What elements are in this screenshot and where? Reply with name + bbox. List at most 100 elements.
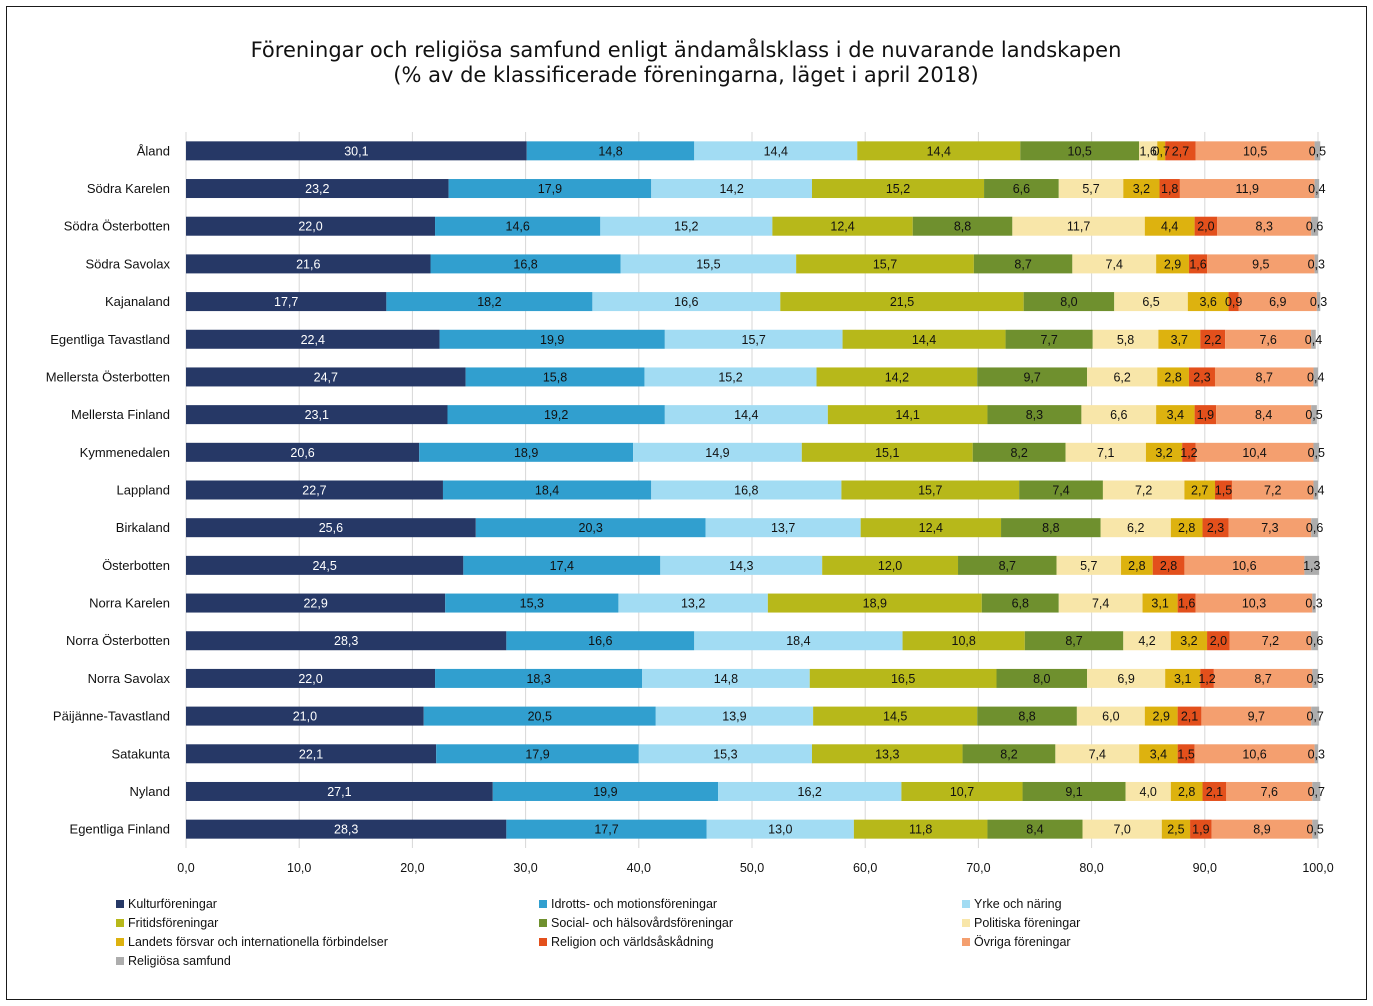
legend: Kulturföreningar Idrotts- och motionsföre… bbox=[116, 897, 1080, 968]
data-label: 22,9 bbox=[303, 597, 327, 611]
x-tick-label: 20,0 bbox=[400, 861, 424, 875]
legend-swatch bbox=[539, 919, 547, 927]
legend-swatch bbox=[116, 900, 124, 908]
data-label: 14,9 bbox=[705, 446, 729, 460]
data-label: 10,7 bbox=[950, 785, 974, 799]
data-label: 2,9 bbox=[1153, 710, 1170, 724]
bar-segment bbox=[1202, 518, 1229, 538]
bar-segment bbox=[1225, 329, 1312, 349]
data-label: 8,8 bbox=[954, 220, 971, 234]
bar-segment bbox=[186, 706, 424, 726]
bar-segment bbox=[816, 367, 978, 387]
bar-segment bbox=[796, 254, 974, 274]
bar-segment bbox=[1177, 593, 1196, 613]
legend-swatch bbox=[962, 900, 970, 908]
bar-segment bbox=[1304, 555, 1320, 575]
bar-segment bbox=[186, 442, 420, 462]
category-label: Kajanaland bbox=[105, 294, 170, 309]
bar-segment bbox=[1311, 329, 1316, 349]
data-label: 22,4 bbox=[301, 333, 325, 347]
data-label: 8,0 bbox=[1060, 295, 1077, 309]
bar-segment bbox=[1144, 706, 1178, 726]
legend-label: Kulturföreningar bbox=[128, 897, 217, 911]
chart-subtitle: (% av de klassificerade föreningarna, lä… bbox=[393, 63, 978, 87]
data-label: 9,1 bbox=[1065, 785, 1082, 799]
bar-segment bbox=[1087, 367, 1158, 387]
bar-segment bbox=[1177, 744, 1195, 764]
bar-segment bbox=[1156, 254, 1189, 274]
bar-segment bbox=[1194, 744, 1315, 764]
data-label: 27,1 bbox=[327, 785, 351, 799]
data-label: 2,3 bbox=[1193, 370, 1210, 384]
bar-segment bbox=[186, 744, 437, 764]
data-label: 23,2 bbox=[305, 182, 329, 196]
category-label: Södra Österbotten bbox=[64, 219, 170, 234]
data-label: 0,5 bbox=[1306, 672, 1323, 686]
bar-segment bbox=[996, 668, 1088, 688]
data-label: 2,8 bbox=[1164, 370, 1181, 384]
bar-segment bbox=[860, 518, 1002, 538]
bar-segment bbox=[435, 668, 643, 688]
data-label: 14,4 bbox=[927, 144, 951, 158]
data-label: 7,4 bbox=[1106, 257, 1123, 271]
bar-segment bbox=[902, 631, 1025, 651]
bar-segment bbox=[506, 631, 695, 651]
data-label: 17,9 bbox=[538, 182, 562, 196]
data-label: 21,5 bbox=[890, 295, 914, 309]
legend-label: Landets försvar och internationella förb… bbox=[128, 935, 388, 949]
bar-segment bbox=[186, 254, 431, 274]
data-label: 3,4 bbox=[1150, 747, 1167, 761]
bar-segment bbox=[186, 631, 507, 651]
data-label: 12,4 bbox=[919, 521, 943, 535]
bar-segment bbox=[977, 706, 1077, 726]
bar-segment bbox=[1123, 179, 1160, 199]
data-label: 6,2 bbox=[1127, 521, 1144, 535]
data-label: 18,9 bbox=[863, 597, 887, 611]
data-label: 11,9 bbox=[1236, 182, 1259, 196]
data-label: 14,8 bbox=[598, 144, 622, 158]
data-label: 15,8 bbox=[543, 370, 567, 384]
bar-segment bbox=[1072, 254, 1157, 274]
data-label: 30,1 bbox=[344, 144, 368, 158]
bar-segment bbox=[186, 668, 436, 688]
data-label: 0,4 bbox=[1308, 182, 1325, 196]
data-label: 10,3 bbox=[1242, 597, 1266, 611]
bar-segment bbox=[1207, 254, 1315, 274]
data-label: 10,4 bbox=[1242, 446, 1266, 460]
data-label: 22,0 bbox=[298, 220, 322, 234]
bar-segment bbox=[1125, 781, 1171, 801]
x-tick-label: 40,0 bbox=[627, 861, 651, 875]
bar-segment bbox=[186, 367, 466, 387]
data-label: 13,9 bbox=[722, 710, 746, 724]
data-label: 6,6 bbox=[1110, 408, 1127, 422]
bar-segment bbox=[1195, 593, 1313, 613]
legend-label: Yrke och näring bbox=[974, 897, 1062, 911]
bar-segment bbox=[1056, 555, 1122, 575]
bar-segment bbox=[1087, 668, 1166, 688]
bar-segment bbox=[780, 292, 1024, 312]
legend-swatch bbox=[539, 900, 547, 908]
bar-segment bbox=[1165, 141, 1196, 161]
bar-segment bbox=[1217, 216, 1312, 236]
data-label: 10,6 bbox=[1242, 747, 1266, 761]
bar-segment bbox=[660, 555, 823, 575]
bar-segment bbox=[1200, 668, 1214, 688]
bar-segment bbox=[1312, 593, 1316, 613]
bar-segment bbox=[1100, 518, 1171, 538]
data-label: 10,5 bbox=[1243, 144, 1267, 158]
data-label: 22,1 bbox=[299, 747, 323, 761]
bar-segment bbox=[1228, 518, 1312, 538]
data-label: 1,2 bbox=[1198, 672, 1215, 686]
bar-segment bbox=[1177, 706, 1202, 726]
bar-segment bbox=[423, 706, 656, 726]
bar-segment bbox=[419, 442, 634, 462]
bar-segment bbox=[445, 593, 619, 613]
data-label: 20,3 bbox=[579, 521, 603, 535]
data-label: 2,2 bbox=[1204, 333, 1221, 347]
data-label: 0,5 bbox=[1306, 823, 1323, 837]
bar-segment bbox=[1231, 480, 1314, 500]
bar-segment bbox=[430, 254, 621, 274]
bar-segment bbox=[1313, 442, 1320, 462]
data-label: 15,3 bbox=[520, 597, 544, 611]
bar-segment bbox=[1076, 706, 1145, 726]
